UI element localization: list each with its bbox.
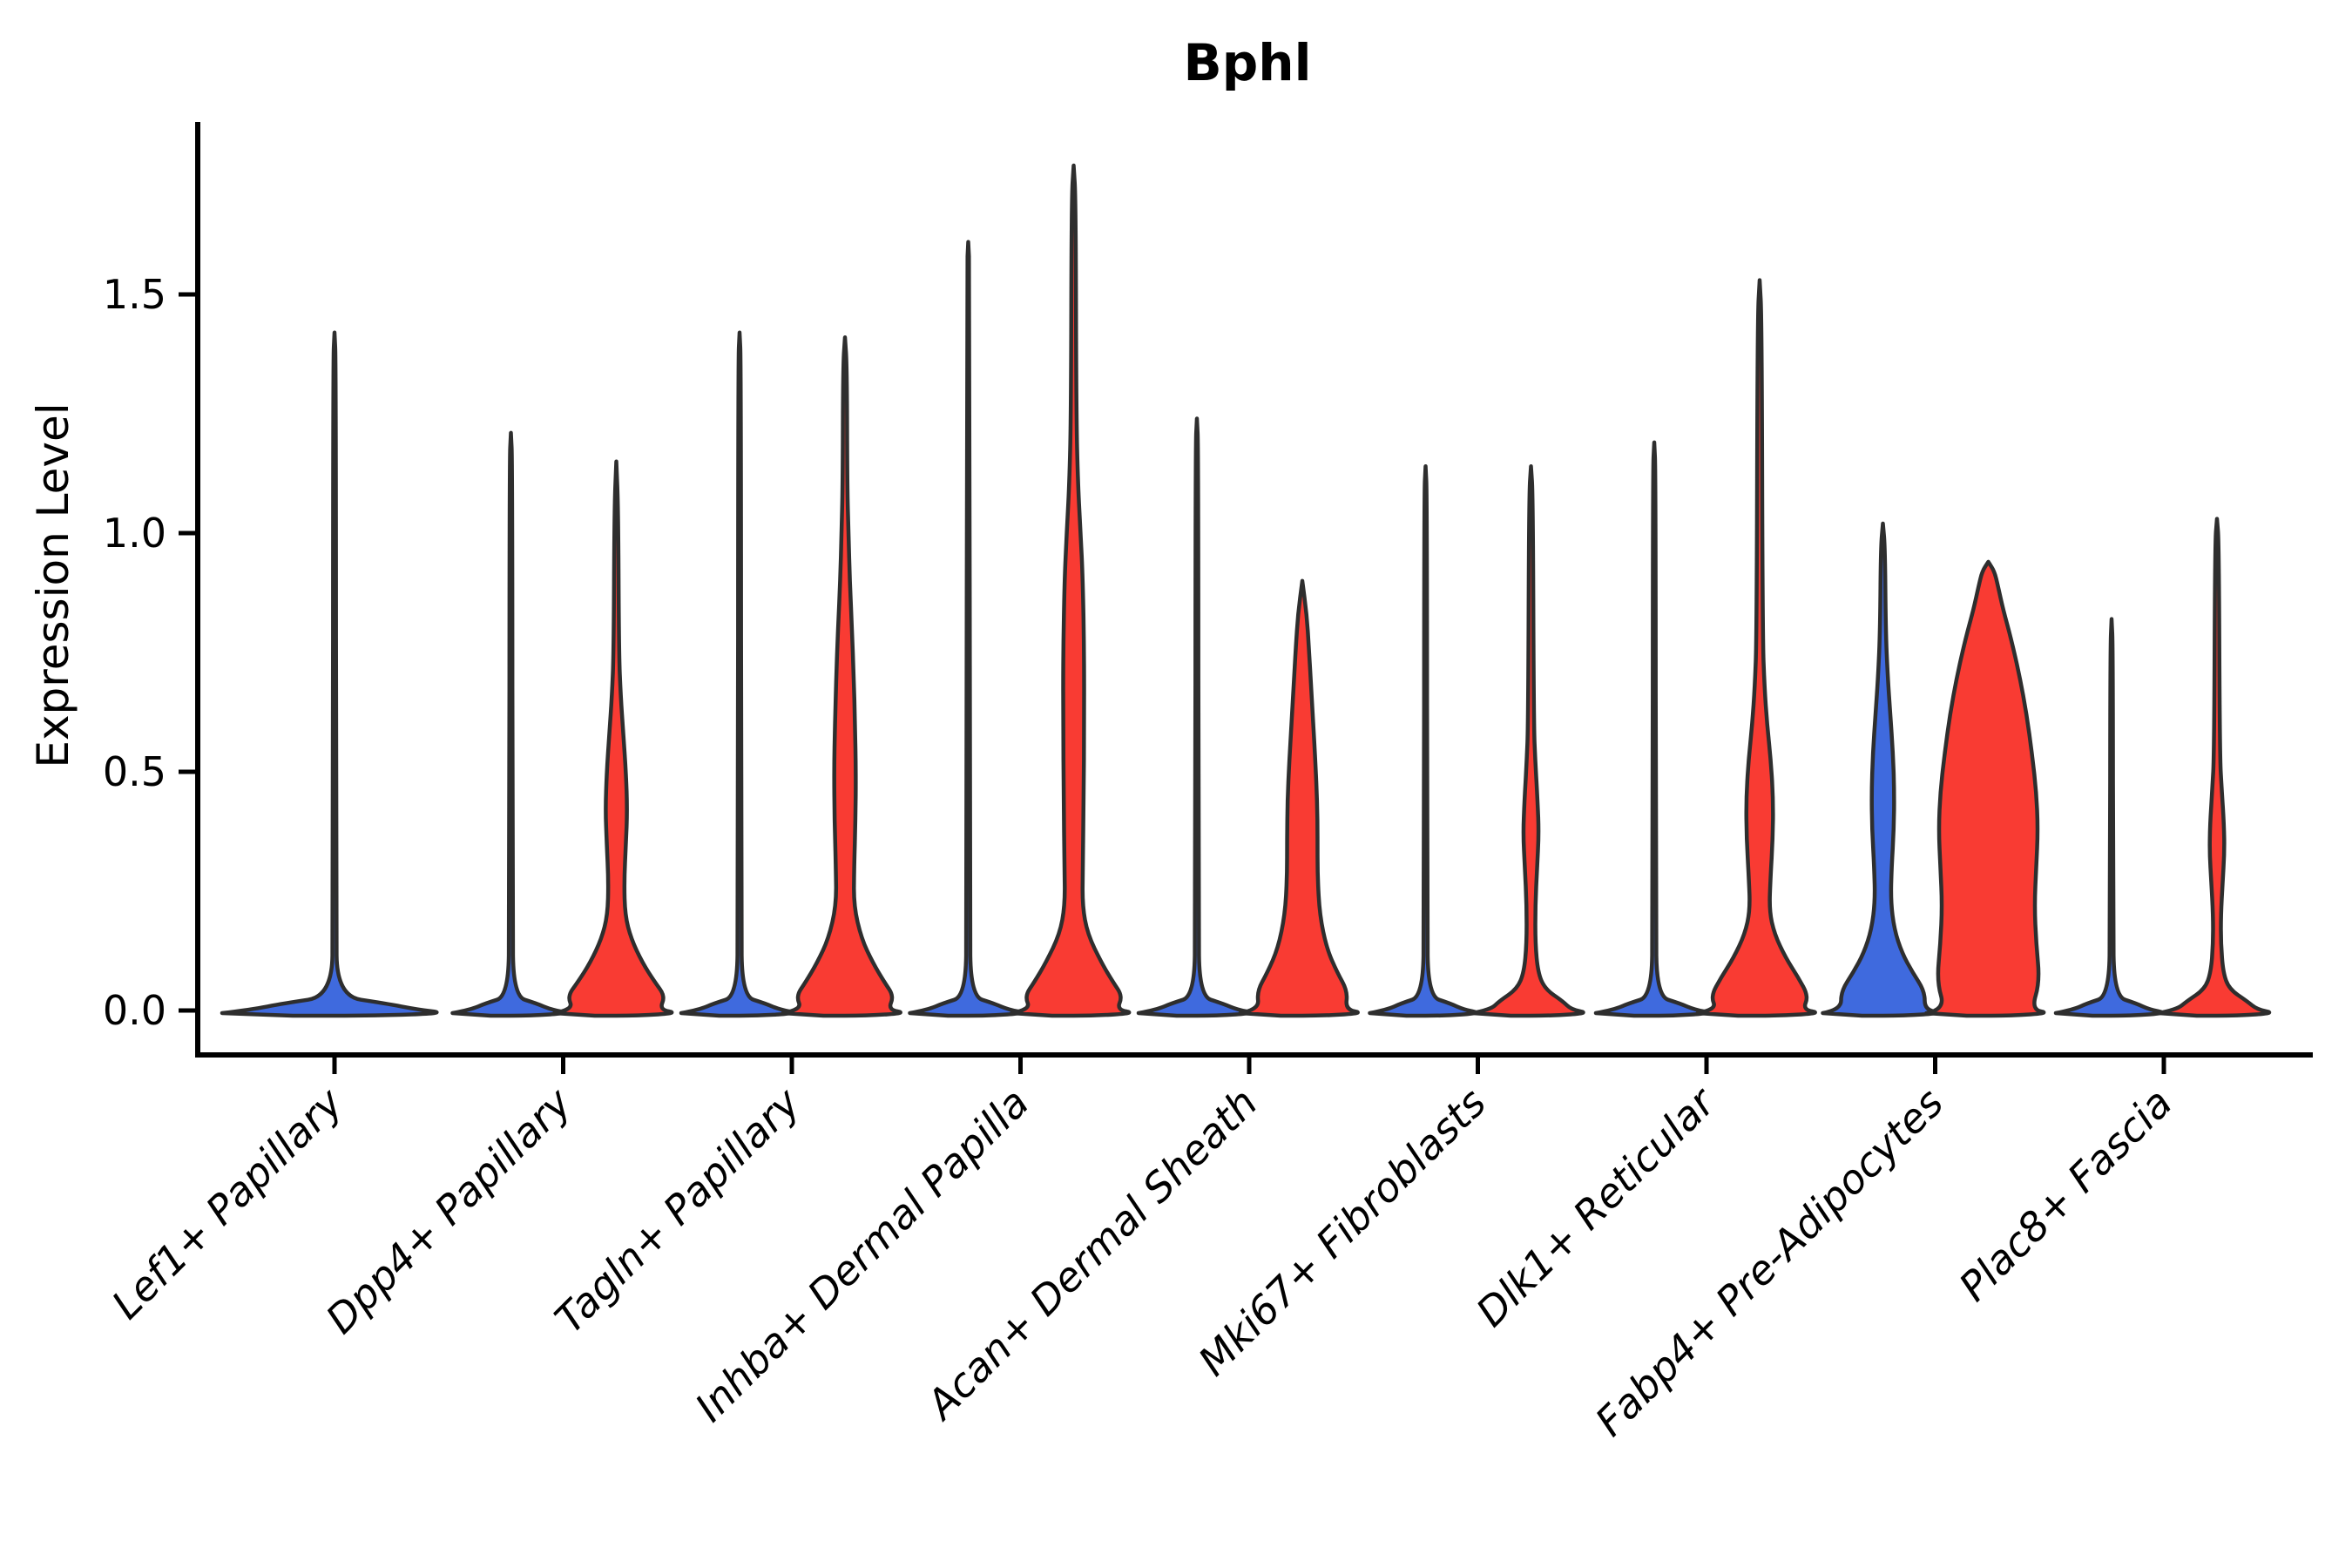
violin-group1 (450, 430, 565, 1018)
y-tick-label: 0.0 (103, 987, 166, 1034)
violin-group1 (220, 330, 439, 1018)
violin-group1 (1368, 464, 1477, 1018)
violin-group1 (1593, 440, 1709, 1018)
violin-group2 (1238, 578, 1360, 1018)
violin-group2 (781, 335, 902, 1018)
violin-group2 (2156, 517, 2272, 1018)
x-tick-label: Plac8+ Fascia (1950, 1079, 2180, 1310)
y-tick-label: 0.5 (103, 748, 166, 795)
x-tick-label: Lef1+ Papillary (103, 1078, 352, 1328)
violin-group2 (1924, 559, 2046, 1018)
violins-layer (220, 163, 2272, 1018)
violin-group2 (552, 459, 674, 1018)
x-tick-label: Dlk1+ Reticular (1467, 1077, 1726, 1335)
axes-layer (179, 122, 2313, 1074)
violin-group1 (1821, 521, 1939, 1018)
violin-group1 (679, 330, 794, 1018)
violin-group1 (2053, 617, 2164, 1018)
x-tick-label: Dpp4+ Papillary (317, 1078, 581, 1342)
violin-group2 (1010, 163, 1132, 1018)
y-tick-label: 1.0 (103, 510, 166, 557)
y-axis-label: Expression Level (28, 402, 78, 767)
violin-group2 (1695, 278, 1817, 1018)
violin-group1 (908, 240, 1023, 1018)
y-tick-label: 1.5 (103, 271, 166, 318)
violin-group1 (1136, 416, 1252, 1018)
chart-title: Bphl (1184, 33, 1312, 92)
x-tick-label: Tagln+ Papillary (545, 1078, 809, 1342)
violin-group2 (1470, 464, 1585, 1018)
